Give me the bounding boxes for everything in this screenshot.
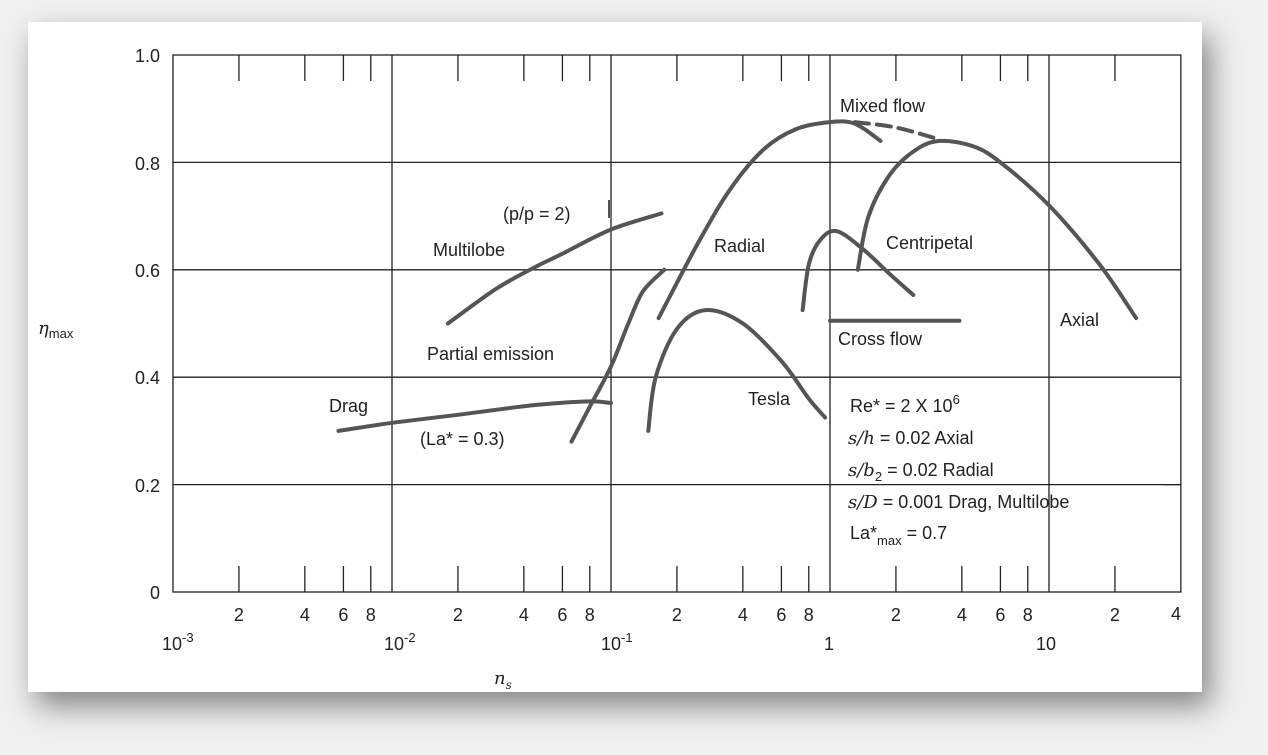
y-tick-label: 0.4	[135, 368, 160, 388]
y-axis-label: ηmax	[38, 318, 74, 341]
x-minor-tick-label: 2	[672, 605, 682, 625]
axis-ticks	[238, 55, 1181, 592]
x-minor-tick-label: 4	[738, 605, 748, 625]
y-tick-label: 0.6	[135, 261, 160, 281]
x-minor-tick-label: 4	[957, 605, 967, 625]
y-tick-labels: 0 0.2 0.4 0.6 0.8 1.0	[135, 46, 160, 603]
y-tick-label: 1.0	[135, 46, 160, 66]
x-minor-tick-label: 8	[585, 605, 595, 625]
x-minor-tick-label: 8	[366, 605, 376, 625]
x-minor-tick-label: 2	[234, 605, 244, 625]
curve-partial-emission	[569, 267, 667, 444]
x-minor-tick-label: 2	[1110, 605, 1120, 625]
label-mixed-flow: Mixed flow	[840, 96, 926, 116]
label-centripetal: Centripetal	[886, 233, 973, 253]
x-minor-tick-label: 6	[776, 605, 786, 625]
curve-tesla	[646, 308, 828, 433]
label-la: (La* = 0.3)	[420, 429, 505, 449]
x-minor-tick-label: 4	[300, 605, 310, 625]
x-decade-labels: 10-3 10-2 10-1 1 10 4	[162, 604, 1181, 654]
y-tick-label: 0.2	[135, 476, 160, 496]
condition-la-max: La*max = 0.7	[850, 523, 947, 548]
label-tesla: Tesla	[748, 389, 791, 409]
x-axis-label: ns	[494, 668, 512, 692]
conditions-legend: Re* = 2 X 106 s/h = 0.02 Axial s/b2 = 0.…	[848, 392, 1069, 548]
x-tick-label: 1	[824, 634, 834, 654]
curve-radial-mixed-flow	[656, 119, 883, 321]
x-tick-label: 10-3	[162, 630, 194, 654]
x-minor-tick-label: 2	[453, 605, 463, 625]
curve-axial	[855, 138, 1139, 321]
label-partial-emission: Partial emission	[427, 344, 554, 364]
curve-centripetal	[800, 228, 916, 313]
x-minor-tick-label: 6	[338, 605, 348, 625]
curve-labels: Mixed flow (p/p = 2) Multilobe Radial Ce…	[329, 96, 1099, 449]
x-tick-label: 10	[1036, 634, 1056, 654]
x-tick-label: 4	[1171, 604, 1181, 624]
condition-sb: s/b2 = 0.02 Radial	[848, 460, 994, 484]
label-radial: Radial	[714, 236, 765, 256]
condition-sh: s/h = 0.02 Axial	[848, 428, 973, 449]
x-minor-tick-label: 6	[995, 605, 1005, 625]
label-multilobe: Multilobe	[433, 240, 505, 260]
label-axial: Axial	[1060, 310, 1099, 330]
x-minor-tick-label: 2	[891, 605, 901, 625]
label-drag: Drag	[329, 396, 368, 416]
label-pressure-ratio: (p/p = 2)	[503, 204, 571, 224]
curve-mixed-flow-dashed	[853, 120, 943, 142]
curves	[336, 119, 1139, 444]
label-cross-flow: Cross flow	[838, 329, 923, 349]
x-tick-label: 10-2	[384, 630, 416, 654]
condition-re: Re* = 2 X 106	[850, 392, 960, 416]
x-minor-tick-label: 8	[804, 605, 814, 625]
x-tick-label: 10-1	[601, 630, 633, 654]
x-minor-tick-label: 4	[519, 605, 529, 625]
x-minor-tick-label: 6	[557, 605, 567, 625]
curve-multilobe	[445, 211, 664, 326]
curve-drag	[336, 399, 613, 433]
y-tick-label: 0	[150, 583, 160, 603]
y-tick-label: 0.8	[135, 154, 160, 174]
condition-sd: s/D = 0.001 Drag, Multilobe	[848, 492, 1069, 513]
x-minor-tick-label: 8	[1023, 605, 1033, 625]
